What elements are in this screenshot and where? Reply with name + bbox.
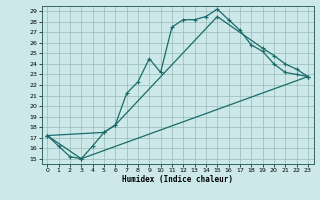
X-axis label: Humidex (Indice chaleur): Humidex (Indice chaleur) [122, 175, 233, 184]
